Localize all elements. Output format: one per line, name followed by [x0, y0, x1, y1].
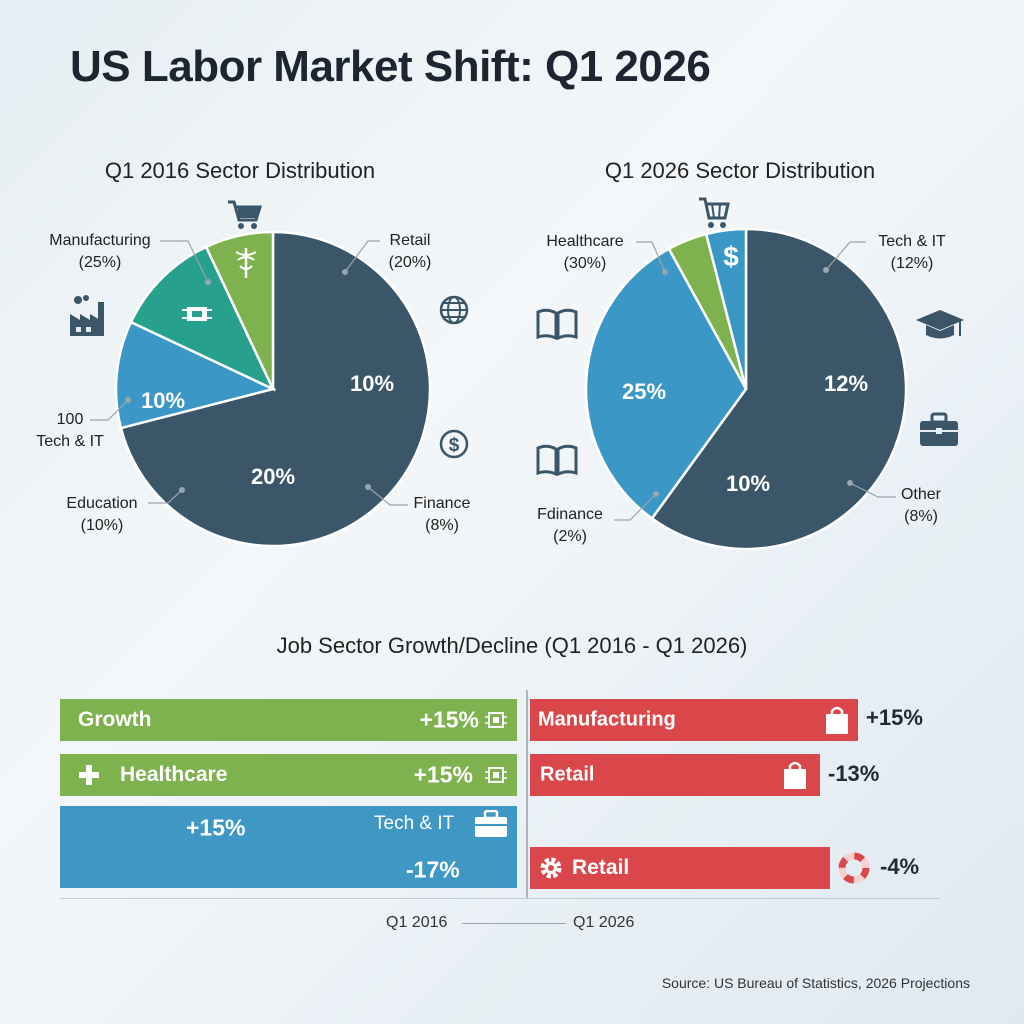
pie1-callout-finance-name: Finance	[413, 495, 471, 512]
decline-bar-2-value: -13%	[828, 761, 880, 786]
pie2-callout-fdinance-name: Fdinance	[537, 506, 603, 523]
shopping-bag-icon-2	[784, 761, 806, 789]
pie1-callout-finance: Finance (8%)	[404, 493, 480, 537]
decline-bar-2-label: Retail	[540, 763, 595, 786]
lifebuoy-icon	[838, 852, 870, 884]
pie1-leader-lines	[90, 240, 408, 506]
pie2-callout-tech-name: Tech & IT	[878, 233, 946, 250]
pie1-callout-manufacturing-pct: (25%)	[78, 254, 122, 271]
pie2-callout-healthcare-name: Healthcare	[546, 233, 624, 250]
pie2-inner-label-3: 10%	[726, 471, 770, 496]
pie2-callout-tech-pct: (12%)	[890, 255, 934, 272]
pie1-callout-manufacturing: Manufacturing (25%)	[30, 230, 170, 274]
page-title: US Labor Market Shift: Q1 2026	[70, 42, 711, 91]
pie1-callout-education: Education (10%)	[50, 493, 154, 537]
pie2-callout-other: Other (8%)	[890, 484, 952, 528]
growth-bar-2-label: Healthcare	[120, 763, 228, 786]
plus-icon	[79, 765, 99, 785]
growth-bar-2-value: +15%	[413, 761, 473, 788]
pie1-callout-retail-name: Retail	[389, 232, 431, 249]
bar-section-title: Job Sector Growth/Decline (Q1 2016 - Q1 …	[276, 633, 748, 658]
pie1-callout-retail-pct: (20%)	[388, 254, 432, 271]
axis-label-2016: Q1 2016	[386, 914, 448, 931]
pie-2-title: Q1 2026 Sector Distribution	[604, 158, 876, 183]
pie2-slice-0	[650, 227, 908, 551]
decline-bar-2: Retail	[530, 754, 820, 796]
pie1-callout-manufacturing-name: Manufacturing	[49, 232, 151, 249]
dollar-icon: $	[439, 429, 469, 459]
briefcase-icon	[920, 412, 958, 446]
pie-1-title: Q1 2016 Sector Distribution	[104, 158, 376, 183]
bar-baseline	[60, 898, 940, 899]
pie1-callout-tech-pct: 100	[56, 411, 84, 428]
axis-connector	[462, 923, 566, 924]
pie2-slice-1	[584, 247, 748, 521]
bar-divider	[526, 690, 528, 898]
growth-bar-1-label: Growth	[78, 708, 152, 731]
pie1-callout-retail: Retail (20%)	[380, 230, 440, 274]
pie2-inner-label-dollar: $	[723, 241, 739, 272]
pie2-inner-label-2: 12%	[824, 371, 868, 396]
pie1-callout-tech-name: Tech & IT	[36, 433, 104, 450]
pie2-callout-tech: Tech & IT (12%)	[862, 231, 962, 275]
caduceus-icon	[235, 248, 257, 278]
pie2-callout-other-pct: (8%)	[904, 508, 938, 525]
pie1-callout-finance-pct: (8%)	[425, 517, 459, 534]
briefcase-icon-2	[475, 810, 507, 837]
factory-icon	[70, 295, 104, 336]
pie1-inner-label-2: 10%	[141, 388, 185, 413]
growth-bar-3-label: Tech & IT	[374, 813, 455, 834]
pie1-callout-education-pct: (10%)	[80, 517, 124, 534]
pie1-callout-education-name: Education	[66, 495, 138, 512]
pie1-slice-2	[114, 320, 277, 430]
shopping-cart-icon-2	[699, 197, 730, 228]
pie1-inner-label-3: 20%	[251, 464, 295, 489]
pie1-inner-label-1: 10%	[350, 371, 394, 396]
book-icon	[536, 308, 578, 340]
gear-icon	[540, 857, 562, 879]
growth-bar-3-value: +15%	[186, 814, 246, 841]
source-note: Source: US Bureau of Statistics, 2026 Pr…	[661, 975, 970, 991]
pie2-inner-label-1: 25%	[622, 379, 666, 404]
pie2-callout-other-name: Other	[900, 486, 941, 503]
pie2-leader-lines	[614, 241, 896, 521]
pie1-slice-4	[204, 230, 275, 390]
growth-bar-3: +15% Tech & IT -17%	[60, 806, 517, 888]
shopping-bag-icon	[826, 706, 848, 734]
book-icon-2	[536, 444, 578, 476]
chip-icon	[485, 712, 507, 728]
shopping-cart-icon	[228, 200, 263, 229]
decline-bar-1-value: +15%	[866, 705, 923, 730]
chip-icon-2	[485, 767, 507, 783]
pie2-callout-healthcare-pct: (30%)	[563, 255, 607, 272]
axis-label-2026: Q1 2026	[573, 914, 635, 931]
decline-bar-3-value: -4%	[880, 854, 920, 879]
pie2-slice-3	[704, 227, 748, 390]
pie1-callout-tech: 100 Tech & IT	[18, 409, 122, 453]
pie2-callout-healthcare: Healthcare (30%)	[532, 231, 638, 275]
chip-icon	[182, 307, 212, 321]
decline-bar-3-label: Retail	[572, 856, 630, 879]
decline-bar-1-label: Manufacturing	[538, 708, 676, 731]
svg-text:$: $	[449, 435, 460, 456]
pie2-callout-fdinance: Fdinance (2%)	[530, 504, 610, 548]
graduation-cap-icon	[916, 310, 964, 339]
growth-bar-3-value2: -17%	[406, 856, 460, 883]
pie2-callout-fdinance-pct: (2%)	[553, 528, 587, 545]
decline-bar-1: Manufacturing	[530, 699, 858, 741]
globe-icon	[439, 295, 469, 325]
growth-bar-1: Growth +15%	[60, 699, 517, 741]
growth-bar-1-value: +15%	[419, 706, 479, 733]
growth-bar-2: Healthcare +15%	[60, 754, 517, 796]
decline-bar-3: Retail	[530, 847, 830, 889]
